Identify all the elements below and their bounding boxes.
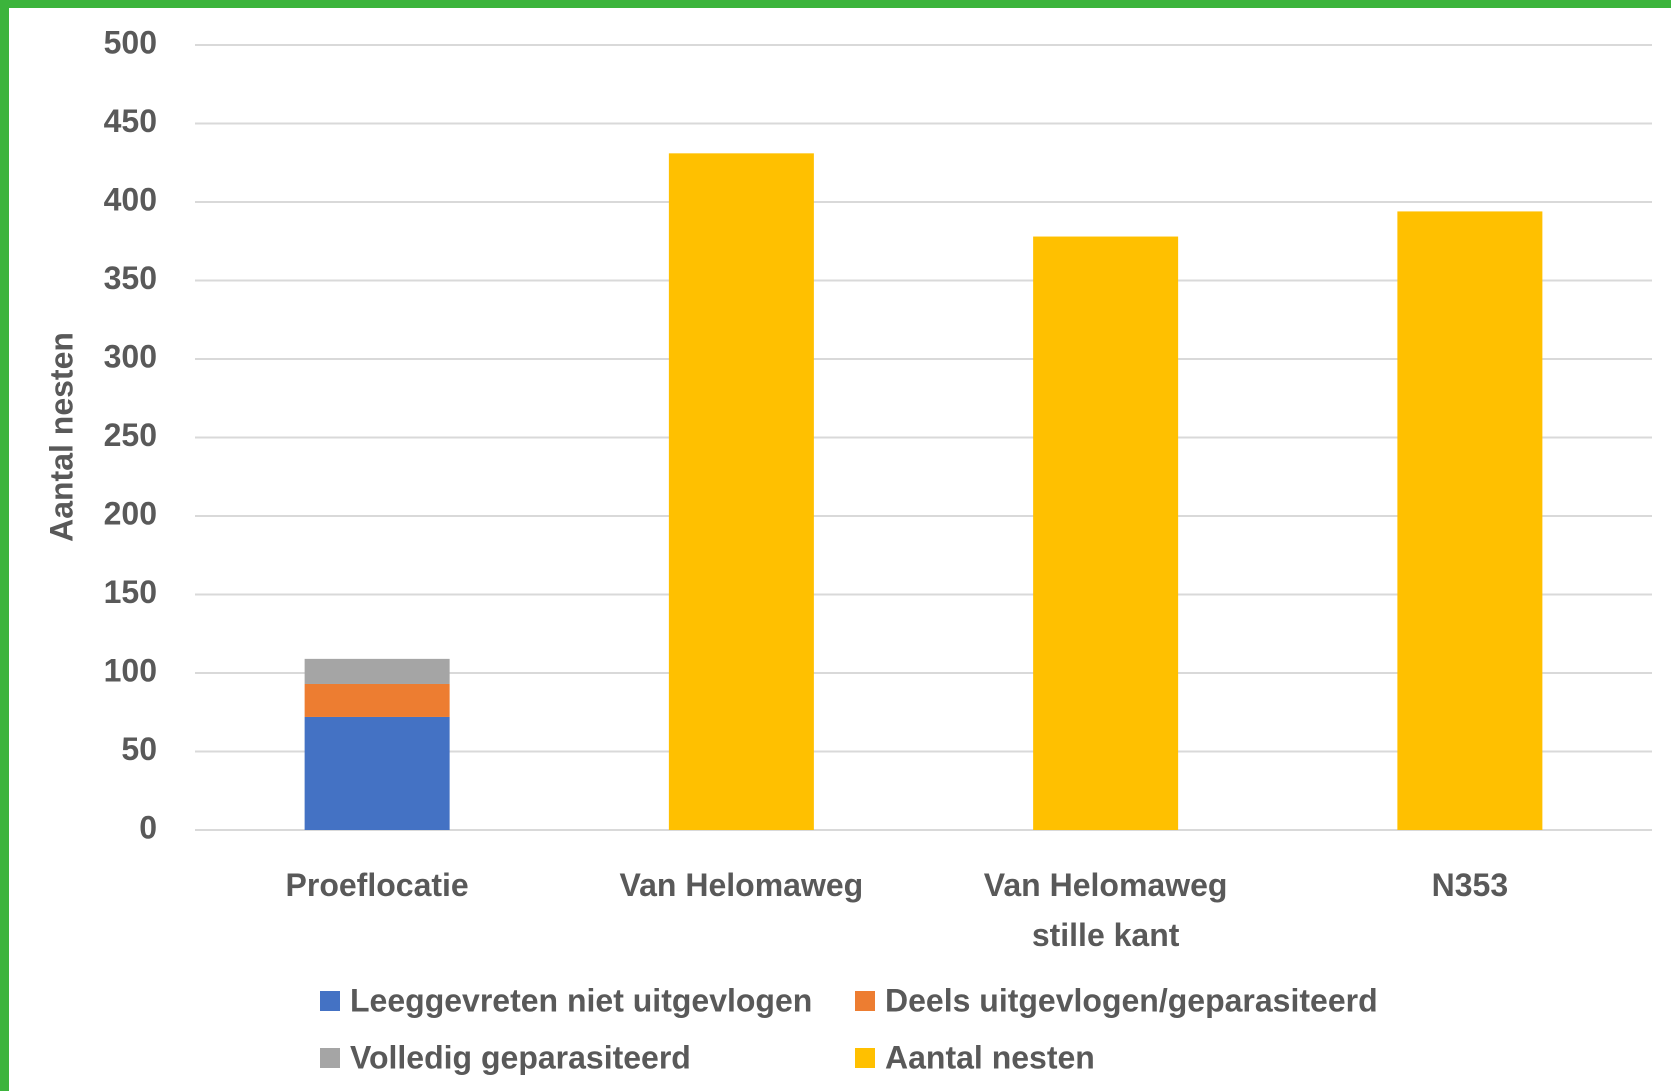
- bar-segment: [1033, 236, 1179, 831]
- legend-label: Deels uitgevlogen/geparasiteerd: [885, 982, 1378, 1018]
- legend-label: Aantal nesten: [885, 1039, 1095, 1075]
- legend-swatch: [320, 991, 340, 1011]
- y-tick-label: 450: [104, 103, 157, 139]
- y-tick-label: 300: [104, 338, 157, 374]
- legend-swatch: [855, 991, 875, 1011]
- x-tick-label: Proeflocatie: [285, 867, 469, 903]
- y-tick-label: 200: [104, 495, 157, 531]
- y-tick-label: 100: [104, 652, 157, 688]
- legend-swatch: [855, 1048, 875, 1068]
- y-tick-label: 0: [139, 809, 157, 845]
- bar-segment: [1397, 211, 1543, 831]
- bar-segment: [668, 153, 814, 830]
- legend-label: Volledig geparasiteerd: [350, 1039, 691, 1075]
- bar-segment: [304, 716, 450, 830]
- bar-segment: [304, 683, 450, 717]
- y-tick-label: 250: [104, 417, 157, 453]
- y-tick-label: 500: [104, 24, 157, 60]
- y-tick-label: 50: [121, 731, 157, 767]
- x-tick-label: N353: [1431, 867, 1509, 903]
- bar-segment: [304, 658, 450, 684]
- y-tick-label: 400: [104, 181, 157, 217]
- legend-swatch: [320, 1048, 340, 1068]
- y-tick-label: 350: [104, 260, 157, 296]
- legend-label: Leeggevreten niet uitgevlogen: [350, 982, 812, 1018]
- x-tick-label: Van Helomaweg stille kant: [983, 867, 1228, 953]
- y-tick-label: 150: [104, 574, 157, 610]
- y-axis-title: Aantal nesten: [43, 332, 79, 542]
- x-tick-label: Van Helomaweg: [619, 867, 864, 903]
